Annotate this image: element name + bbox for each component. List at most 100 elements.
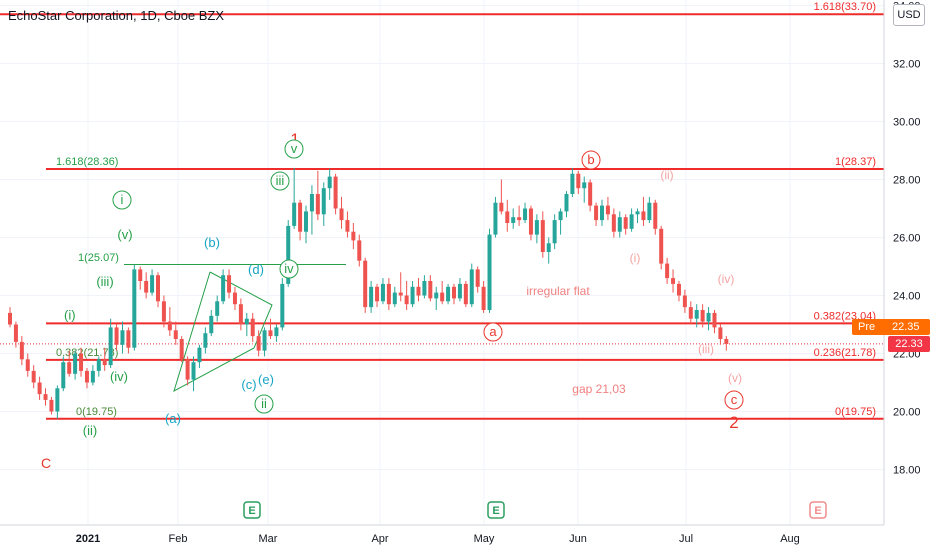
wave-label-pink-iv: (iv) [718, 272, 735, 286]
candle-body [321, 188, 326, 215]
wave-label-pink-iii: (iii) [698, 342, 714, 356]
candle-body [197, 347, 202, 363]
candle-body [487, 234, 492, 310]
candle-body [90, 370, 95, 383]
candle-body [665, 263, 670, 279]
x-tick-label: Apr [371, 533, 388, 545]
candle-body [49, 399, 54, 412]
candle-body [173, 330, 178, 339]
candle-body [511, 217, 516, 223]
candle-body [227, 275, 232, 293]
candle-body [351, 231, 356, 241]
candle-body [144, 281, 149, 293]
fib-level-label: 1.618(28.36) [56, 156, 118, 168]
candle-body [274, 327, 279, 337]
candle-body [629, 214, 634, 229]
candle-body [582, 182, 587, 189]
axes: 2021 Feb Mar Apr May Jun Jul Aug18.0020.0022.00… [0, 0, 921, 545]
candle-body [298, 202, 303, 232]
candle-body [588, 182, 593, 206]
candle-body [600, 205, 604, 221]
candle-body [653, 202, 658, 229]
wave-label-a: a [489, 324, 497, 339]
wave-label-paren-v: (v) [117, 227, 132, 242]
wave-label-pink-ii: (ii) [660, 168, 673, 182]
candle-body [552, 220, 557, 244]
earnings-marker [487, 501, 505, 519]
premarket-price-badge: Pre 22.35 [852, 319, 930, 335]
candle-body [108, 327, 113, 366]
earnings-marker-label: E [248, 505, 255, 517]
candle-body [694, 310, 699, 319]
candle-body [712, 312, 717, 328]
candle-body [505, 211, 510, 223]
wave-label-paren-e: (e) [258, 372, 274, 387]
candle-body [481, 286, 486, 310]
currency-selector[interactable]: USD [893, 4, 925, 26]
premarket-value: 22.35 [892, 321, 920, 333]
candle-body [292, 202, 297, 226]
candle-body [8, 312, 12, 325]
candle-body [339, 208, 344, 221]
candle-body [617, 217, 622, 232]
candle-body [179, 339, 184, 360]
candle-body [404, 295, 409, 305]
chart-annotation: gap 21,03 [572, 382, 626, 396]
wave-label-pink-i: (i) [630, 251, 641, 265]
candle-body [156, 275, 160, 302]
wave-label-iii-ring [270, 171, 290, 191]
candle-body [647, 202, 652, 221]
candle-body [84, 370, 89, 383]
x-tick-label: May [474, 533, 495, 545]
candle-body [304, 211, 308, 232]
wave-label-paren-a: (a) [165, 411, 181, 426]
candle-body [641, 211, 646, 221]
fib-level-label: (i) [64, 307, 76, 322]
candle-body [102, 359, 107, 366]
candles [8, 167, 729, 419]
chart-annotation: 1(25.07) [78, 252, 119, 264]
x-tick-label: 2021 [76, 533, 100, 545]
wave-label-a-ring [483, 322, 503, 342]
wave-label-c-ring [724, 390, 744, 410]
candle-body [138, 269, 143, 281]
candle-body [31, 370, 36, 383]
candle-body [623, 217, 628, 229]
candle-body [114, 327, 119, 345]
candle-body [493, 202, 498, 235]
wave-label-v-ring [284, 139, 304, 159]
candle-body [499, 202, 504, 212]
candle-body [73, 353, 78, 374]
wave-label-i: i [121, 192, 124, 207]
wave-label-iv: iv [284, 261, 294, 276]
wave-label-paren-c: (c) [241, 377, 256, 392]
fib-level-label: 0(19.75) [76, 406, 117, 418]
candle-body [469, 269, 474, 305]
candle-body [576, 173, 581, 189]
candle-body [120, 330, 125, 345]
candle-body [150, 275, 155, 293]
candle-body [221, 275, 226, 302]
candle-body [161, 301, 166, 322]
candle-body [386, 283, 391, 305]
candle-body [676, 283, 681, 296]
earnings-marker-label: E [814, 505, 821, 517]
candle-body [25, 359, 30, 371]
fib-level-label: 0.382(21.78) [56, 347, 118, 359]
earnings-marker-label: E [492, 505, 499, 517]
candle-body [126, 330, 131, 348]
drawings [124, 263, 346, 393]
candle-body [345, 220, 350, 232]
candle-body [61, 362, 66, 389]
candle-body [215, 301, 220, 316]
wave-label-2: 2 [729, 413, 738, 432]
candle-body [19, 341, 24, 360]
candle-body [528, 208, 533, 235]
wave-label-paren-b: (b) [204, 235, 220, 250]
candle-body [203, 333, 208, 348]
candle-body [700, 310, 705, 322]
candle-body [286, 225, 291, 284]
candle-body [167, 321, 172, 331]
grid [0, 0, 884, 525]
